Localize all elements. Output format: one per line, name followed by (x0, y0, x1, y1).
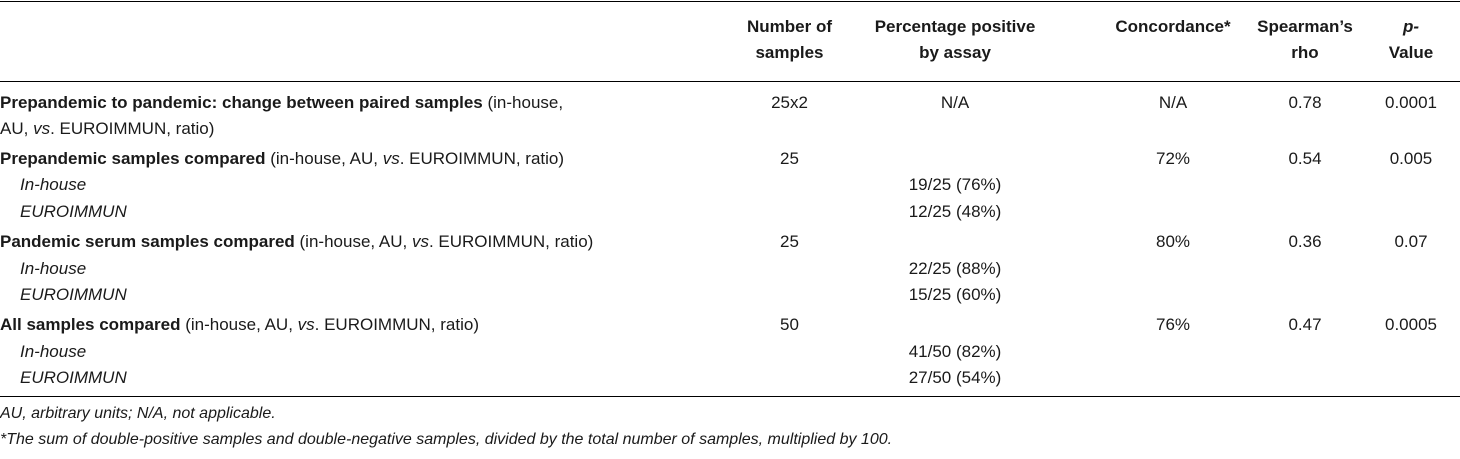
subrow-label: In-house (20, 342, 87, 361)
table-subrow: EUROIMMUN 27/50 (54%) (0, 365, 1460, 391)
table-row: All samples compared (in-house, AU, vs. … (0, 312, 1460, 338)
cell-spearman-rho: 0.54 (1288, 149, 1322, 168)
row-label-rest: (in-house, AU, (294, 232, 412, 251)
table-subrow: In-house 41/50 (82%) (0, 339, 1460, 365)
cell-p-value: 0.07 (1394, 232, 1428, 251)
cell-spearman-rho: 0.47 (1288, 315, 1322, 334)
subrow-label: EUROIMMUN (20, 285, 127, 304)
row-label-rest: . EUROIMMUN, ratio) (428, 232, 594, 251)
cell-percentage-positive: 15/25 (60%) (908, 285, 1002, 304)
table-subrow: In-house 22/25 (88%) (0, 256, 1460, 282)
cell-concordance: N/A (1158, 93, 1188, 112)
cell-percentage-positive: 19/25 (76%) (908, 175, 1002, 194)
table-subrow: EUROIMMUN 15/25 (60%) (0, 282, 1460, 308)
cell-percentage-positive: 12/25 (48%) (908, 202, 1002, 221)
cell-percentage-positive: 27/50 (54%) (908, 368, 1002, 387)
row-label: AU, vs. EUROIMMUN, ratio) (0, 116, 214, 142)
cell-p-value: 0.005 (1389, 149, 1433, 168)
header-line: Value (1388, 43, 1434, 62)
header-p-value: p- Value (1362, 14, 1460, 66)
vs-italic: vs (33, 119, 51, 138)
row-label-bold: Prepandemic to pandemic: change between … (0, 93, 483, 112)
footnote-abbreviations: AU, arbitrary units; N/A, not applicable… (0, 405, 276, 422)
row-label-rest: (in-house, AU, (180, 315, 298, 334)
row-label-rest: . EUROIMMUN, ratio) (399, 149, 565, 168)
row-label-rest: (in-house, AU, (265, 149, 383, 168)
cell-number-of-samples: 25x2 (771, 93, 808, 112)
cell-number-of-samples: 25 (780, 149, 799, 168)
cell-percentage-positive: N/A (940, 93, 970, 112)
table-subrow: EUROIMMUN 12/25 (48%) (0, 199, 1460, 225)
row-label: Prepandemic samples compared (in-house, … (0, 146, 564, 172)
row-label-rest: . EUROIMMUN, ratio) (314, 315, 479, 334)
row-label-rest: AU, (0, 119, 34, 138)
cell-percentage-positive: 22/25 (88%) (908, 259, 1002, 278)
row-label-bold: Prepandemic samples compared (0, 149, 266, 168)
row-label-bold: Pandemic serum samples compared (0, 232, 295, 251)
p-italic: p- (1402, 17, 1420, 36)
cell-concordance: 72% (1155, 149, 1191, 168)
row-label-bold: All samples compared (0, 315, 181, 334)
header-line: p- (1362, 14, 1460, 40)
header-percentage-positive: Percentage positive by assay (860, 14, 1050, 66)
cell-percentage-positive: 41/50 (82%) (908, 342, 1002, 361)
header-line: Number of (747, 17, 832, 36)
header-spearman-rho: Spearman’s rho (1250, 14, 1360, 66)
header-line: by assay (919, 43, 991, 62)
vs-italic: vs (382, 149, 400, 168)
cell-number-of-samples: 25 (780, 232, 799, 251)
header-line: samples (755, 43, 824, 62)
cell-concordance: 76% (1155, 315, 1191, 334)
subrow-label: In-house (20, 175, 87, 194)
header-line: Concordance* (1115, 17, 1231, 36)
cell-number-of-samples: 50 (780, 315, 799, 334)
cell-spearman-rho: 0.36 (1288, 232, 1322, 251)
subrow-label: EUROIMMUN (20, 202, 127, 221)
header-line: rho (1291, 43, 1319, 62)
footnote-concordance: *The sum of double-positive samples and … (0, 431, 893, 448)
header-line: Spearman’s (1257, 17, 1353, 36)
header-concordance: Concordance* (1100, 14, 1246, 40)
cell-p-value: 0.0005 (1385, 315, 1437, 334)
row-label: Pandemic serum samples compared (in-hous… (0, 229, 593, 255)
row-label-rest: . EUROIMMUN, ratio) (50, 119, 215, 138)
table-row: Prepandemic to pandemic: change between … (0, 90, 1460, 116)
cell-spearman-rho: 0.78 (1288, 93, 1322, 112)
subrow-label: EUROIMMUN (20, 368, 127, 387)
bottom-rule (0, 396, 1460, 397)
header-line: Percentage positive (874, 17, 1036, 36)
table-row: Prepandemic samples compared (in-house, … (0, 146, 1460, 172)
row-label: All samples compared (in-house, AU, vs. … (0, 312, 479, 338)
table-row-continuation: AU, vs. EUROIMMUN, ratio) (0, 116, 1460, 142)
row-label: Prepandemic to pandemic: change between … (0, 90, 563, 116)
cell-concordance: 80% (1155, 232, 1191, 251)
header-rule (0, 81, 1460, 82)
vs-italic: vs (297, 315, 315, 334)
top-rule (0, 1, 1460, 2)
header-number-of-samples: Number of samples (722, 14, 857, 66)
subrow-label: In-house (20, 259, 87, 278)
vs-italic: vs (411, 232, 429, 251)
table-subrow: In-house 19/25 (76%) (0, 172, 1460, 198)
row-label-rest: (in-house, (482, 93, 564, 112)
table-row: Pandemic serum samples compared (in-hous… (0, 229, 1460, 255)
cell-p-value: 0.0001 (1385, 93, 1437, 112)
